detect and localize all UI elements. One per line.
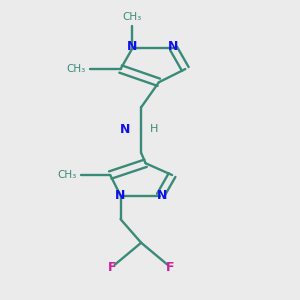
Text: CH₃: CH₃	[57, 170, 76, 180]
Text: N: N	[168, 40, 179, 53]
Text: CH₃: CH₃	[123, 12, 142, 22]
Text: F: F	[107, 261, 116, 274]
Text: N: N	[116, 189, 126, 202]
Text: N: N	[157, 189, 167, 202]
Text: CH₃: CH₃	[66, 64, 85, 74]
Text: N: N	[127, 40, 137, 53]
Text: H: H	[150, 124, 159, 134]
Text: F: F	[167, 261, 175, 274]
Text: N: N	[120, 123, 130, 136]
